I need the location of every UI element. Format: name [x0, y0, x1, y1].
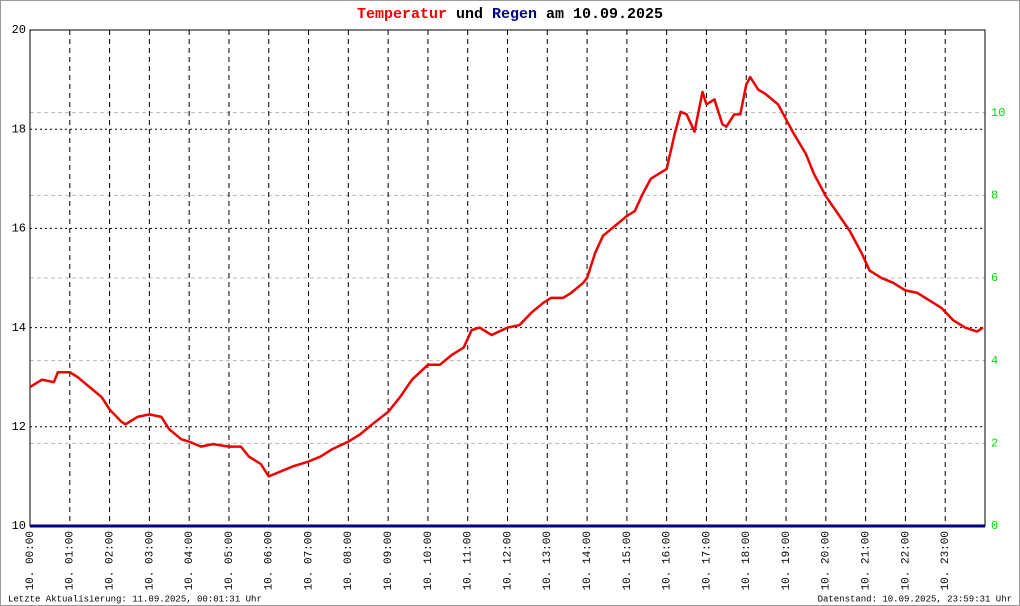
y2-tick-label: 4	[991, 354, 998, 368]
x-tick-label: 10. 13:00	[542, 531, 554, 590]
y2-tick-label: 6	[991, 271, 998, 285]
x-tick-label: 10. 17:00	[701, 531, 713, 590]
y-tick-label: 18	[12, 122, 26, 136]
x-tick-label: 10. 19:00	[781, 531, 793, 590]
x-tick-label: 10. 00:00	[25, 531, 37, 590]
y2-tick-label: 10	[991, 106, 1005, 120]
title-suffix: am 10.09.2025	[546, 6, 663, 23]
x-tick-label: 10. 07:00	[303, 531, 315, 590]
x-tick-label: 10. 03:00	[144, 531, 156, 590]
y-tick-label: 14	[12, 321, 26, 335]
x-tick-label: 10. 11:00	[463, 531, 475, 590]
series-line	[29, 75, 984, 478]
footer-right: Datenstand: 10.09.2025, 23:59:31 Uhr	[818, 594, 1012, 604]
x-tick-label: 10. 08:00	[343, 531, 355, 590]
y2-tick-label: 0	[991, 519, 998, 533]
title-joiner: und	[456, 6, 483, 23]
y2-tick-label: 2	[991, 437, 998, 451]
x-tick-label: 10. 04:00	[184, 531, 196, 590]
x-tick-label: 10. 06:00	[264, 531, 276, 590]
x-tick-label: 10. 23:00	[940, 531, 952, 590]
y-tick-label: 20	[12, 23, 26, 37]
x-tick-label: 10. 05:00	[224, 531, 236, 590]
x-tick-label: 10. 10:00	[423, 531, 435, 590]
x-tick-label: 10. 22:00	[900, 531, 912, 590]
y-tick-label: 12	[12, 420, 26, 434]
y-tick-label: 16	[12, 222, 26, 236]
x-tick-label: 10. 02:00	[104, 531, 116, 590]
x-tick-label: 10. 20:00	[821, 531, 833, 590]
y-tick-label: 10	[12, 519, 26, 533]
x-tick-label: 10. 14:00	[582, 531, 594, 590]
x-tick-label: 10. 18:00	[741, 531, 753, 590]
x-tick-label: 10. 15:00	[622, 531, 634, 590]
title-temp: Temperatur	[357, 6, 447, 23]
x-tick-label: 10. 16:00	[662, 531, 674, 590]
title-rain: Regen	[492, 6, 537, 23]
x-tick-label: 10. 21:00	[861, 531, 873, 590]
x-tick-label: 10. 01:00	[65, 531, 77, 590]
x-tick-label: 10. 09:00	[383, 531, 395, 590]
x-tick-label: 10. 12:00	[502, 531, 514, 590]
y2-tick-label: 8	[991, 189, 998, 203]
chart-title: Temperatur und Regen am 10.09.2025	[357, 6, 663, 23]
footer-left: Letzte Aktualisierung: 11.09.2025, 00:01…	[8, 594, 262, 604]
